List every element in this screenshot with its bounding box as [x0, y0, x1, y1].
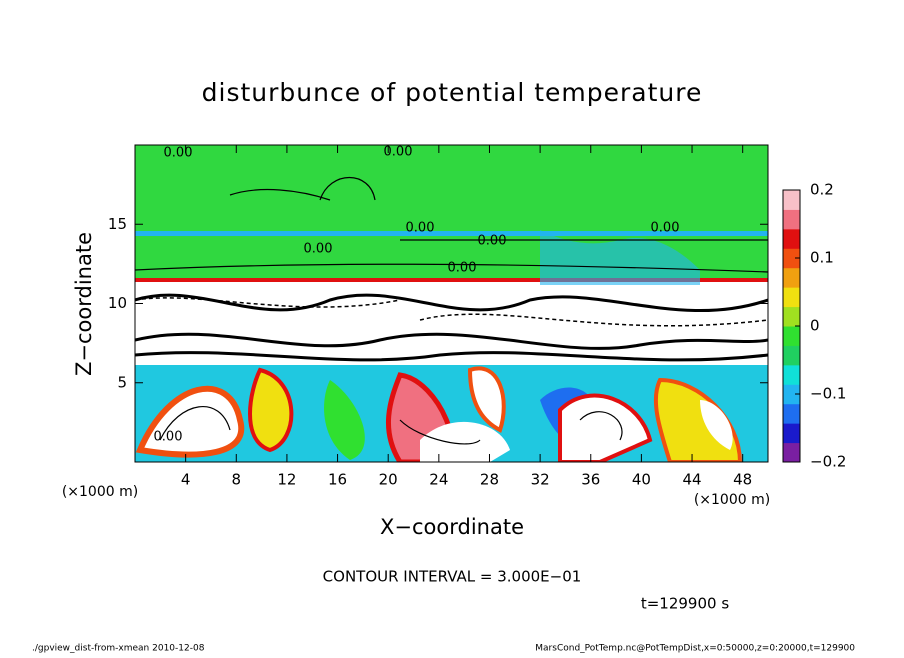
field-patch [558, 393, 653, 462]
colorbar-tick-label: −0.1 [810, 385, 846, 403]
y-tick-label: 15 [108, 215, 127, 233]
x-tick-label: 12 [277, 471, 296, 489]
field-patch [248, 367, 294, 453]
colorbar-tick-label: 0 [810, 317, 820, 335]
y-axis-label: Z−coordinate [72, 232, 96, 376]
contour-label: 0.00 [478, 234, 507, 249]
x-tick-label: 32 [531, 471, 550, 489]
x-units: (×1000 m) [694, 492, 770, 508]
x-tick-label: 44 [682, 471, 701, 489]
x-tick-label: 36 [581, 471, 600, 489]
colorbar-swatch [783, 209, 800, 230]
colorbar-tick-label: 0.2 [810, 181, 834, 199]
x-tick-label: 40 [632, 471, 651, 489]
contour-label: 0.00 [448, 261, 477, 276]
contour-label: 0.00 [651, 221, 680, 236]
contour-label: 0.00 [406, 221, 435, 236]
colorbar-swatch [783, 403, 800, 424]
colorbar-swatch [783, 345, 800, 366]
contour-line [135, 177, 768, 273]
colorbar-swatch [783, 248, 800, 269]
time-label: t=129900 s [641, 595, 729, 613]
contour-interval: CONTOUR INTERVAL = 3.000E−01 [323, 568, 582, 586]
field [135, 145, 768, 462]
x-tick-label: 24 [429, 471, 448, 489]
colorbar-swatch [783, 287, 800, 308]
colorbar-tick-label: 0.1 [810, 249, 834, 267]
contour-line [135, 293, 768, 362]
colorbar-swatch [783, 306, 800, 327]
x-tick-label: 16 [328, 471, 347, 489]
colorbar: −0.2 −0.1 0 0.1 0.2 [783, 181, 846, 471]
x-tick-label: 8 [232, 471, 242, 489]
field-patch [135, 385, 245, 458]
colorbar-frame [782, 189, 801, 463]
chart-title: disturbunce of potential temperature [202, 78, 703, 107]
colorbar-tick-label: −0.2 [810, 453, 846, 471]
colorbar-swatch [783, 442, 800, 463]
colorbar-swatch [783, 326, 800, 346]
field-band [135, 231, 768, 236]
field-patch [420, 421, 510, 462]
x-tick-label: 4 [181, 471, 191, 489]
y-tick-label: 10 [108, 294, 127, 312]
contour-line [135, 297, 768, 327]
field-patch [467, 366, 506, 433]
field-patch [324, 380, 365, 460]
field-patch [540, 230, 700, 285]
contour-label: 0.00 [304, 242, 333, 257]
colorbar-swatch [783, 364, 800, 385]
footer-left: ./gpview_dist-from-xmean 2010-12-08 [32, 644, 205, 654]
x-axis-label: X−coordinate [380, 515, 524, 539]
footer-right: MarsCond_PotTemp.nc@PotTempDist,x=0:5000… [535, 644, 855, 654]
field-patch [700, 400, 733, 450]
colorbar-swatch [783, 267, 800, 288]
x-units: (×1000 m) [62, 484, 138, 500]
colorbar-swatch [783, 228, 800, 249]
contour-label: 0.00 [384, 145, 413, 160]
y-tick-label: 5 [117, 373, 127, 391]
contour-line [159, 406, 623, 445]
field-band [135, 278, 768, 282]
contour-label: 0.00 [164, 146, 193, 161]
contour-label: 0.00 [154, 430, 183, 445]
colorbar-swatch [783, 384, 800, 405]
x-tick-label: 48 [733, 471, 752, 489]
x-tick-label: 28 [480, 471, 499, 489]
x-tick-label: 20 [379, 471, 398, 489]
colorbar-swatch [783, 423, 800, 444]
colorbar-swatch [783, 190, 800, 210]
